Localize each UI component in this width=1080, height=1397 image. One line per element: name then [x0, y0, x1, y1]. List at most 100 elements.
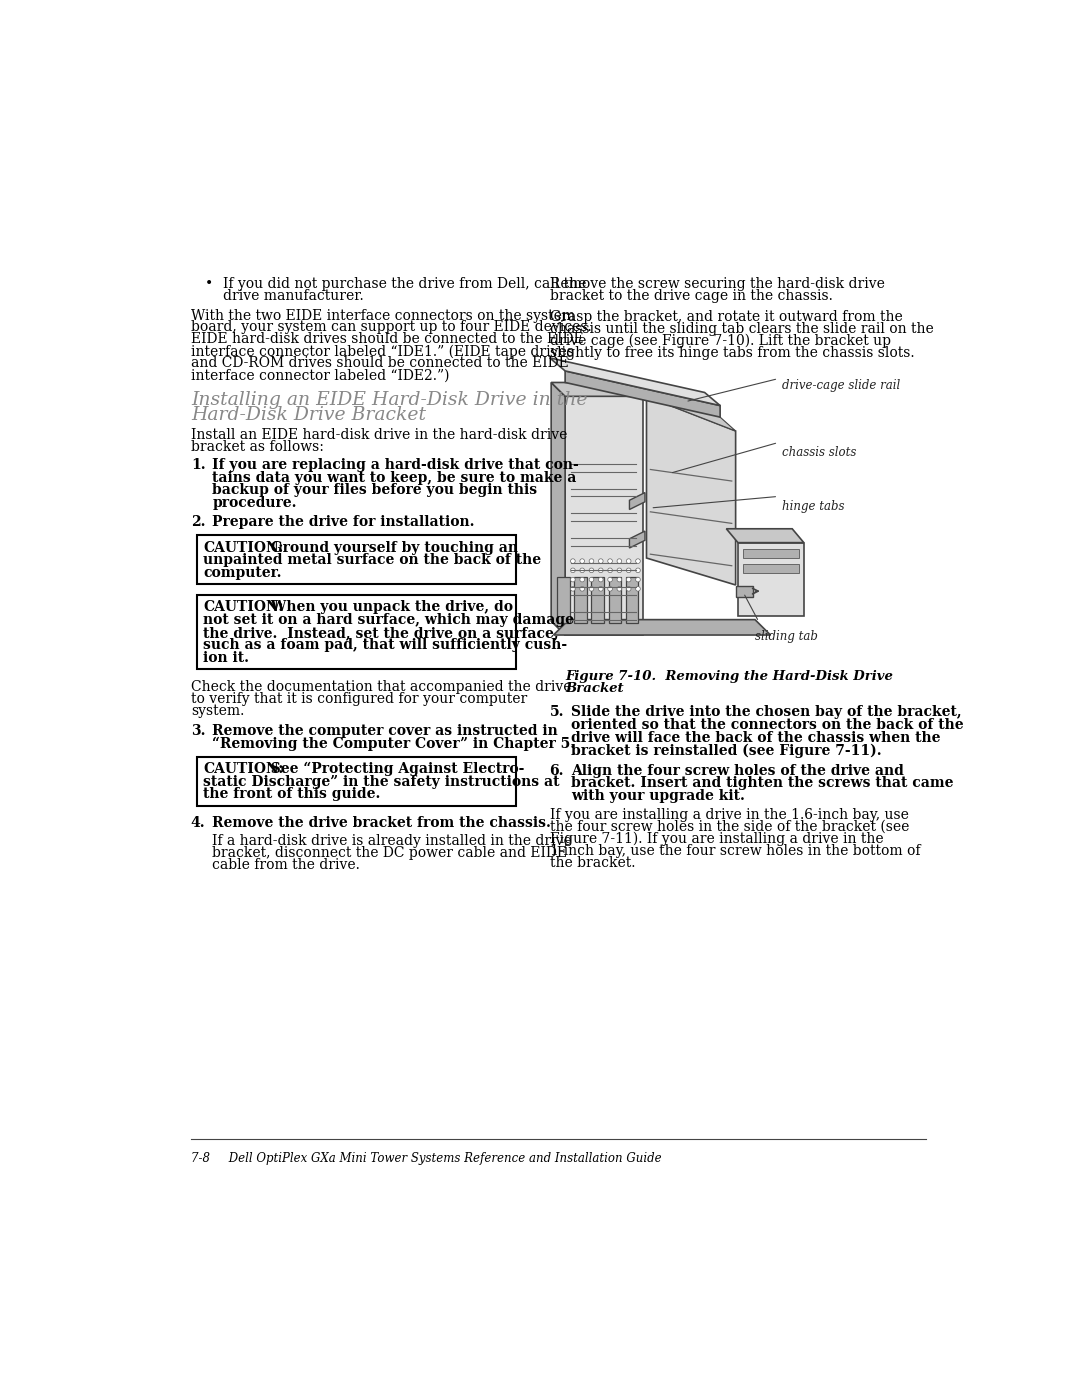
FancyBboxPatch shape	[197, 757, 516, 806]
Text: 3.: 3.	[191, 724, 205, 738]
Circle shape	[590, 559, 594, 563]
Text: cable from the drive.: cable from the drive.	[213, 858, 361, 872]
Text: Grasp the bracket, and rotate it outward from the: Grasp the bracket, and rotate it outward…	[550, 310, 903, 324]
FancyBboxPatch shape	[735, 585, 753, 597]
FancyBboxPatch shape	[197, 535, 516, 584]
Circle shape	[636, 559, 640, 563]
Text: When you unpack the drive, do: When you unpack the drive, do	[261, 601, 513, 615]
FancyBboxPatch shape	[743, 549, 799, 557]
Text: 6.: 6.	[550, 764, 564, 778]
Polygon shape	[550, 358, 720, 405]
Polygon shape	[551, 383, 643, 397]
Circle shape	[617, 577, 622, 583]
Text: to verify that it is configured for your computer: to verify that it is configured for your…	[191, 692, 527, 705]
FancyBboxPatch shape	[565, 397, 643, 636]
Polygon shape	[647, 383, 735, 432]
FancyBboxPatch shape	[557, 577, 570, 623]
Text: the four screw holes in the side of the bracket (see: the four screw holes in the side of the …	[550, 820, 909, 834]
Text: hinge tabs: hinge tabs	[782, 500, 845, 513]
Text: drive cage (see Figure 7-10). Lift the bracket up: drive cage (see Figure 7-10). Lift the b…	[550, 334, 891, 348]
Text: unpainted metal surface on the back of the: unpainted metal surface on the back of t…	[203, 553, 541, 567]
Text: the drive.  Instead, set the drive on a surface,: the drive. Instead, set the drive on a s…	[203, 626, 558, 640]
Circle shape	[590, 577, 594, 583]
Text: Install an EIDE hard-disk drive in the hard-disk drive: Install an EIDE hard-disk drive in the h…	[191, 427, 567, 441]
Text: bracket as follows:: bracket as follows:	[191, 440, 324, 454]
Text: slightly to free its hinge tabs from the chassis slots.: slightly to free its hinge tabs from the…	[550, 346, 915, 360]
Circle shape	[608, 587, 612, 591]
Circle shape	[580, 587, 584, 591]
Text: “Removing the Computer Cover” in Chapter 5.: “Removing the Computer Cover” in Chapter…	[213, 736, 576, 750]
Text: bracket, disconnect the DC power cable and EIDE: bracket, disconnect the DC power cable a…	[213, 845, 567, 859]
Text: the bracket.: the bracket.	[550, 855, 635, 870]
Circle shape	[617, 569, 622, 573]
Text: drive manufacturer.: drive manufacturer.	[224, 289, 364, 303]
Text: sliding tab: sliding tab	[755, 630, 818, 643]
Circle shape	[608, 559, 612, 563]
Text: interface connector labeled “IDE2.”): interface connector labeled “IDE2.”)	[191, 369, 449, 383]
Text: 7-8     Dell OptiPlex GXa Mini Tower Systems Reference and Installation Guide: 7-8 Dell OptiPlex GXa Mini Tower Systems…	[191, 1153, 661, 1165]
Text: Figure 7-10.  Removing the Hard-Disk Drive: Figure 7-10. Removing the Hard-Disk Driv…	[565, 669, 893, 683]
Text: With the two EIDE interface connectors on the system: With the two EIDE interface connectors o…	[191, 309, 575, 323]
Circle shape	[580, 577, 584, 583]
Text: Remove the computer cover as instructed in: Remove the computer cover as instructed …	[213, 724, 558, 738]
Text: static Discharge” in the safety instructions at: static Discharge” in the safety instruct…	[203, 775, 559, 789]
Text: 1-inch bay, use the four screw holes in the bottom of: 1-inch bay, use the four screw holes in …	[550, 844, 920, 858]
Text: Ground yourself by touching an: Ground yourself by touching an	[261, 541, 518, 555]
Text: the front of this guide.: the front of this guide.	[203, 788, 380, 802]
Text: system.: system.	[191, 704, 244, 718]
Text: •: •	[205, 277, 213, 291]
FancyBboxPatch shape	[592, 577, 604, 623]
Text: backup of your files before you begin this: backup of your files before you begin th…	[213, 483, 538, 497]
Circle shape	[636, 569, 640, 573]
Text: 2.: 2.	[191, 515, 205, 529]
Text: CAUTION:: CAUTION:	[203, 763, 284, 777]
Circle shape	[608, 569, 612, 573]
Text: chassis until the sliding tab clears the slide rail on the: chassis until the sliding tab clears the…	[550, 323, 933, 337]
Circle shape	[626, 559, 631, 563]
Circle shape	[570, 577, 576, 583]
Text: board, your system can support up to four EIDE devices.: board, your system can support up to fou…	[191, 320, 592, 334]
FancyBboxPatch shape	[608, 577, 621, 623]
Circle shape	[590, 569, 594, 573]
Text: If you are replacing a hard-disk drive that con-: If you are replacing a hard-disk drive t…	[213, 458, 579, 472]
Text: drive-cage slide rail: drive-cage slide rail	[782, 379, 901, 391]
Polygon shape	[630, 493, 645, 510]
Text: bracket to the drive cage in the chassis.: bracket to the drive cage in the chassis…	[550, 289, 833, 303]
Text: such as a foam pad, that will sufficiently cush-: such as a foam pad, that will sufficient…	[203, 638, 567, 652]
FancyBboxPatch shape	[738, 542, 804, 616]
Polygon shape	[630, 531, 645, 548]
Circle shape	[626, 577, 631, 583]
Text: tains data you want to keep, be sure to make a: tains data you want to keep, be sure to …	[213, 471, 577, 485]
Text: EIDE hard-disk drives should be connected to the EIDE: EIDE hard-disk drives should be connecte…	[191, 332, 583, 346]
Circle shape	[617, 559, 622, 563]
FancyBboxPatch shape	[743, 564, 799, 573]
Text: CAUTION:: CAUTION:	[203, 601, 284, 615]
Text: Remove the drive bracket from the chassis.: Remove the drive bracket from the chassi…	[213, 816, 552, 830]
Text: Slide the drive into the chosen bay of the bracket,: Slide the drive into the chosen bay of t…	[571, 705, 962, 719]
Text: chassis slots: chassis slots	[782, 447, 856, 460]
Text: See “Protecting Against Electro-: See “Protecting Against Electro-	[261, 763, 525, 777]
Text: Remove the screw securing the hard-disk drive: Remove the screw securing the hard-disk …	[550, 277, 885, 291]
Polygon shape	[554, 620, 770, 636]
Text: Hard-Disk Drive Bracket: Hard-Disk Drive Bracket	[191, 407, 426, 425]
Text: If a hard-disk drive is already installed in the drive: If a hard-disk drive is already installe…	[213, 834, 572, 848]
FancyBboxPatch shape	[575, 577, 586, 623]
Text: bracket is reinstalled (see Figure 7-11).: bracket is reinstalled (see Figure 7-11)…	[571, 743, 882, 757]
Circle shape	[636, 577, 640, 583]
Text: drive will face the back of the chassis when the: drive will face the back of the chassis …	[571, 731, 941, 745]
Circle shape	[570, 559, 576, 563]
Text: Figure 7-11). If you are installing a drive in the: Figure 7-11). If you are installing a dr…	[550, 831, 883, 847]
Circle shape	[636, 587, 640, 591]
Text: and CD-ROM drives should be connected to the EIDE: and CD-ROM drives should be connected to…	[191, 356, 568, 370]
Polygon shape	[551, 383, 565, 636]
Text: bracket. Insert and tighten the screws that came: bracket. Insert and tighten the screws t…	[571, 777, 954, 791]
Circle shape	[598, 559, 603, 563]
Text: procedure.: procedure.	[213, 496, 297, 510]
Text: If you are installing a drive in the 1.6-inch bay, use: If you are installing a drive in the 1.6…	[550, 807, 908, 821]
Circle shape	[598, 569, 603, 573]
Text: If you did not purchase the drive from Dell, call the: If you did not purchase the drive from D…	[224, 277, 586, 291]
Circle shape	[626, 569, 631, 573]
Circle shape	[570, 587, 576, 591]
Text: computer.: computer.	[203, 566, 282, 580]
Text: Prepare the drive for installation.: Prepare the drive for installation.	[213, 515, 475, 529]
